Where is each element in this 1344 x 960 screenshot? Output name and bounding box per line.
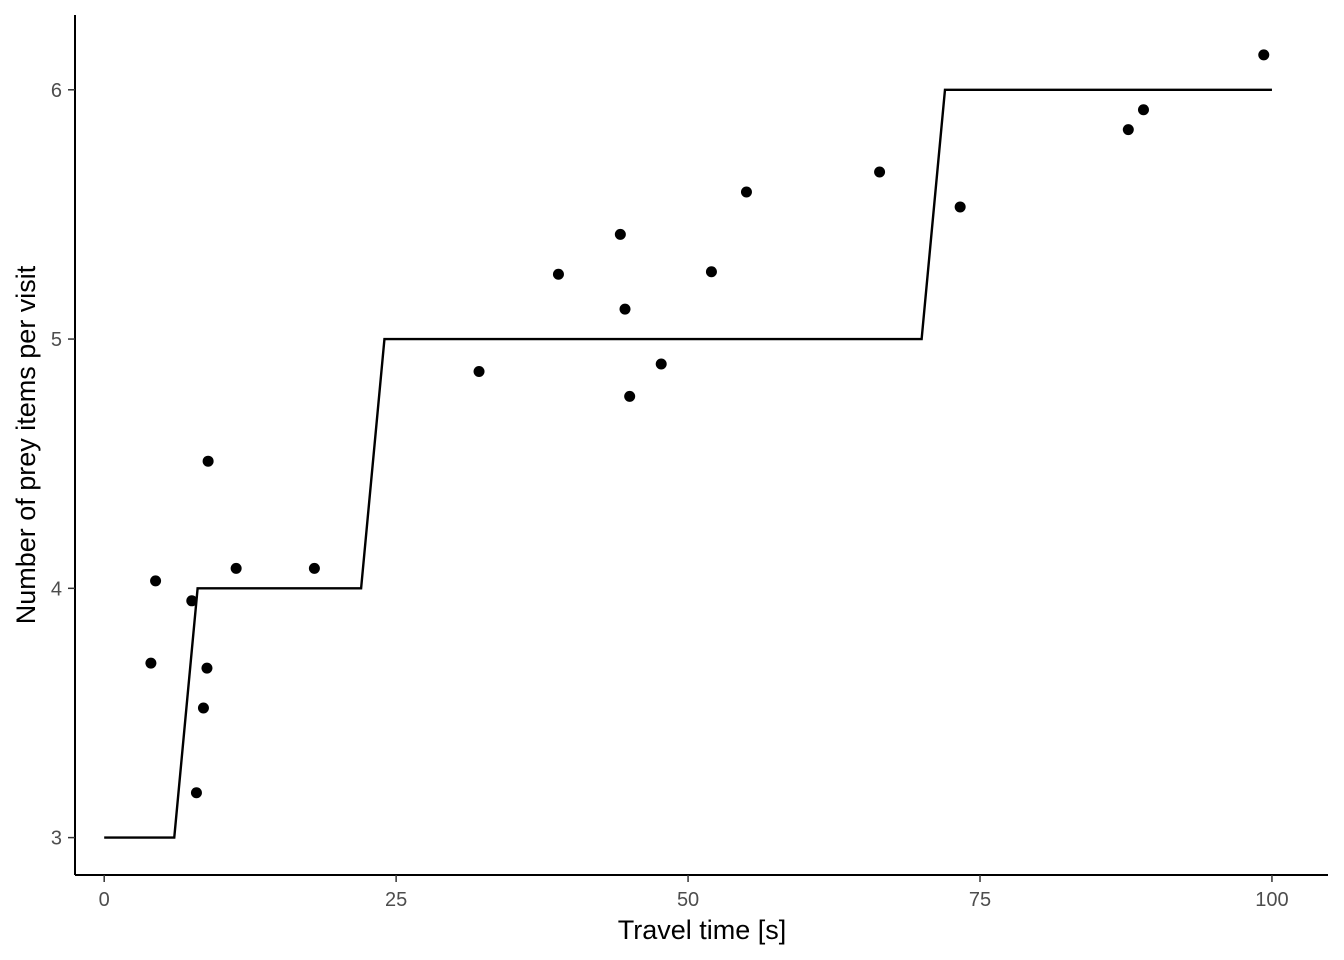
data-point <box>624 390 636 402</box>
data-point <box>145 657 157 669</box>
data-point <box>740 186 752 198</box>
data-point <box>202 455 214 467</box>
data-point <box>954 201 966 213</box>
plot-area <box>104 49 1272 839</box>
y-axis-ticks: 3 4 5 6 <box>51 80 75 850</box>
x-tick-label: 75 <box>969 889 991 911</box>
data-point <box>1137 104 1149 116</box>
x-tick-label: 25 <box>385 889 407 911</box>
y-axis-title: Number of prey items per visit <box>11 265 41 624</box>
data-point <box>874 166 886 178</box>
x-tick-label: 100 <box>1255 889 1288 911</box>
step-line <box>104 88 1272 839</box>
x-tick-label: 50 <box>677 889 699 911</box>
data-point <box>614 228 626 240</box>
x-tick-label: 0 <box>99 889 110 911</box>
y-tick-label: 4 <box>51 578 62 600</box>
data-point <box>1122 124 1134 136</box>
data-point <box>619 303 631 315</box>
data-point <box>705 266 717 278</box>
data-point <box>473 365 485 377</box>
data-point <box>190 787 202 799</box>
y-tick-label: 3 <box>51 828 62 850</box>
data-point <box>655 358 667 370</box>
x-axis-title: Travel time [s] <box>618 915 787 945</box>
data-point <box>197 702 209 714</box>
data-point <box>186 595 198 607</box>
x-axis-ticks: 0 25 50 75 100 <box>99 875 1289 911</box>
y-tick-label: 5 <box>51 329 62 351</box>
data-point <box>308 562 320 574</box>
data-point <box>230 562 242 574</box>
data-point <box>1258 49 1270 61</box>
data-point <box>201 662 213 674</box>
data-point <box>552 268 564 280</box>
data-point <box>150 575 162 587</box>
y-tick-label: 6 <box>51 80 62 102</box>
